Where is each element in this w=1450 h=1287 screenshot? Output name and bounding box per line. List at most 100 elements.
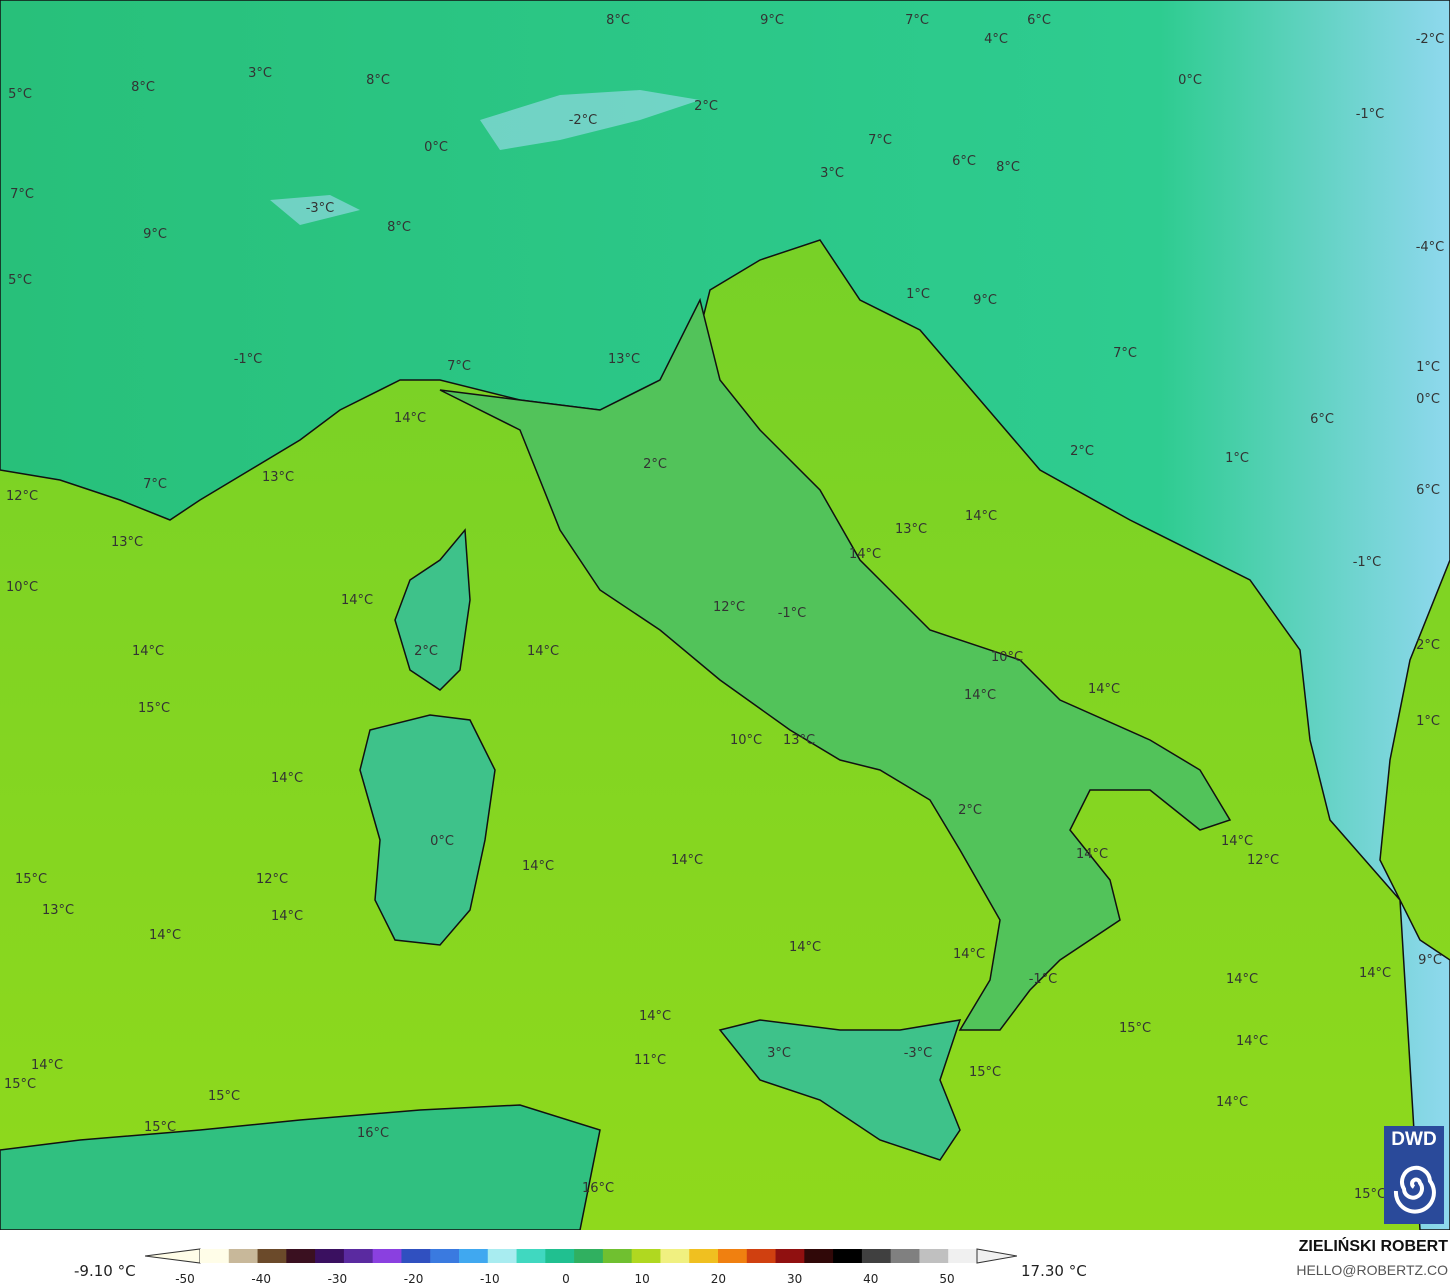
temperature-label: 14°C xyxy=(31,1058,63,1073)
temperature-label: 14°C xyxy=(1359,966,1391,981)
scale-tick-label: -40 xyxy=(251,1272,271,1286)
scale-swatch xyxy=(228,1249,259,1263)
temperature-label: 2°C xyxy=(694,99,718,114)
temperature-label: 0°C xyxy=(1178,73,1202,88)
temperature-label: 2°C xyxy=(958,803,982,818)
scale-swatch xyxy=(718,1249,748,1263)
temperature-label: 12°C xyxy=(256,872,288,887)
temperature-label: 14°C xyxy=(271,909,303,924)
temperature-label: 13°C xyxy=(42,903,74,918)
temperature-label: 4°C xyxy=(984,32,1008,47)
temperature-label: 12°C xyxy=(6,489,38,504)
temperature-label: 13°C xyxy=(608,352,640,367)
temperature-label: 8°C xyxy=(606,13,630,28)
temperature-label: 14°C xyxy=(132,644,164,659)
temperature-label: 1°C xyxy=(1416,714,1440,729)
temperature-label: 9°C xyxy=(143,227,167,242)
temperature-label: 8°C xyxy=(366,73,390,88)
temperature-label: -2°C xyxy=(569,113,598,128)
temperature-label: 14°C xyxy=(1076,847,1108,862)
temperature-label: 14°C xyxy=(639,1009,671,1024)
north-africa-coast xyxy=(0,1104,601,1230)
scale-swatch xyxy=(516,1249,546,1263)
scale-swatch xyxy=(631,1249,661,1263)
scale-swatch xyxy=(257,1249,287,1263)
temperature-label: 3°C xyxy=(767,1046,791,1061)
temperature-label: 16°C xyxy=(357,1126,389,1141)
temperature-label: 14°C xyxy=(271,771,303,786)
scale-swatch xyxy=(574,1249,604,1263)
sicily xyxy=(718,1019,962,1161)
scale-swatch xyxy=(948,1249,978,1263)
temperature-label: -3°C xyxy=(306,201,335,216)
temperature-label: 0°C xyxy=(430,834,454,849)
temperature-label: -1°C xyxy=(1353,555,1382,570)
scale-tick-label: -50 xyxy=(175,1272,195,1286)
scale-tick-label: -30 xyxy=(327,1272,348,1286)
temperature-label: 7°C xyxy=(143,477,167,492)
temperature-label: 14°C xyxy=(849,547,881,562)
scale-swatch xyxy=(372,1249,402,1263)
scale-swatch xyxy=(343,1249,374,1263)
temperature-label: 15°C xyxy=(208,1089,240,1104)
scale-swatch xyxy=(401,1249,431,1263)
scale-tick-label: -20 xyxy=(403,1272,424,1286)
italy-peninsula xyxy=(439,297,1232,1031)
min-value-label: -9.10 °C xyxy=(74,1262,136,1280)
temperature-label: -4°C xyxy=(1416,240,1445,255)
max-value-label: 17.30 °C xyxy=(1021,1262,1087,1280)
scale-swatch xyxy=(430,1249,460,1263)
temperature-label: 1°C xyxy=(1225,451,1249,466)
temperature-label: 7°C xyxy=(905,13,929,28)
scale-swatch xyxy=(459,1249,489,1263)
temperature-label: 6°C xyxy=(1027,13,1051,28)
temperature-label: 6°C xyxy=(952,154,976,169)
temperature-label: -3°C xyxy=(904,1046,933,1061)
temperature-label: 14°C xyxy=(964,688,996,703)
temperature-label: 5°C xyxy=(8,273,32,288)
scale-swatch xyxy=(315,1249,345,1263)
scale-swatch xyxy=(833,1249,863,1263)
scale-swatch xyxy=(660,1249,690,1263)
scale-swatch xyxy=(804,1249,834,1263)
temperature-label: 7°C xyxy=(1113,346,1137,361)
scale-swatch xyxy=(200,1249,230,1263)
temperature-label: 2°C xyxy=(414,644,438,659)
temperature-label: 14°C xyxy=(522,859,554,874)
temperature-label: 13°C xyxy=(783,733,815,748)
author-credit: ZIELIŃSKI ROBERT xyxy=(1298,1238,1448,1255)
temperature-map: 8°C 9°C 7°C 6°C -2°C 4°C 3°C 8°C 8°C 0°C 5°C 2°C -2°… xyxy=(0,0,1450,1230)
temperature-label: 1°C xyxy=(906,287,930,302)
scale-swatch xyxy=(545,1249,575,1263)
temperature-label: 14°C xyxy=(1221,834,1253,849)
scale-tick-label: -10 xyxy=(479,1272,500,1286)
author-email: HELLO@ROBERTZ.CO xyxy=(1296,1262,1448,1278)
temperature-label: 9°C xyxy=(973,293,997,308)
temperature-label: 12°C xyxy=(713,600,745,615)
temperature-label: 1°C xyxy=(1416,360,1440,375)
temperature-label: 13°C xyxy=(262,470,294,485)
temperature-label: 6°C xyxy=(1310,412,1334,427)
temperature-label: 14°C xyxy=(341,593,373,608)
scale-tick-label: 0 xyxy=(562,1272,570,1286)
temperature-label: 7°C xyxy=(868,133,892,148)
temperature-label: -2°C xyxy=(1416,32,1445,47)
temperature-label: 3°C xyxy=(820,166,844,181)
northern-landmass xyxy=(0,0,1450,1230)
temperature-label: 14°C xyxy=(1216,1095,1248,1110)
temperature-label: 15°C xyxy=(15,872,47,887)
temperature-label: 14°C xyxy=(789,940,821,955)
temperature-label: 10°C xyxy=(6,580,38,595)
temperature-label: 14°C xyxy=(149,928,181,943)
scale-swatch xyxy=(890,1249,920,1263)
scale-swatch xyxy=(775,1249,805,1263)
temperature-label: 8°C xyxy=(387,220,411,235)
scale-tick-label: 20 xyxy=(710,1272,727,1286)
color-scale-legend: -9.10 °C 17.30 °C -50 -40 -30 -20 -10 0 10 20 30… xyxy=(0,1230,1450,1287)
temperature-label: 9°C xyxy=(760,13,784,28)
temperature-label: 10°C xyxy=(991,650,1023,665)
temperature-label: 14°C xyxy=(1088,682,1120,697)
scale-swatch xyxy=(746,1249,777,1263)
temperature-label: -1°C xyxy=(1029,972,1058,987)
temperature-label: -1°C xyxy=(234,352,263,367)
